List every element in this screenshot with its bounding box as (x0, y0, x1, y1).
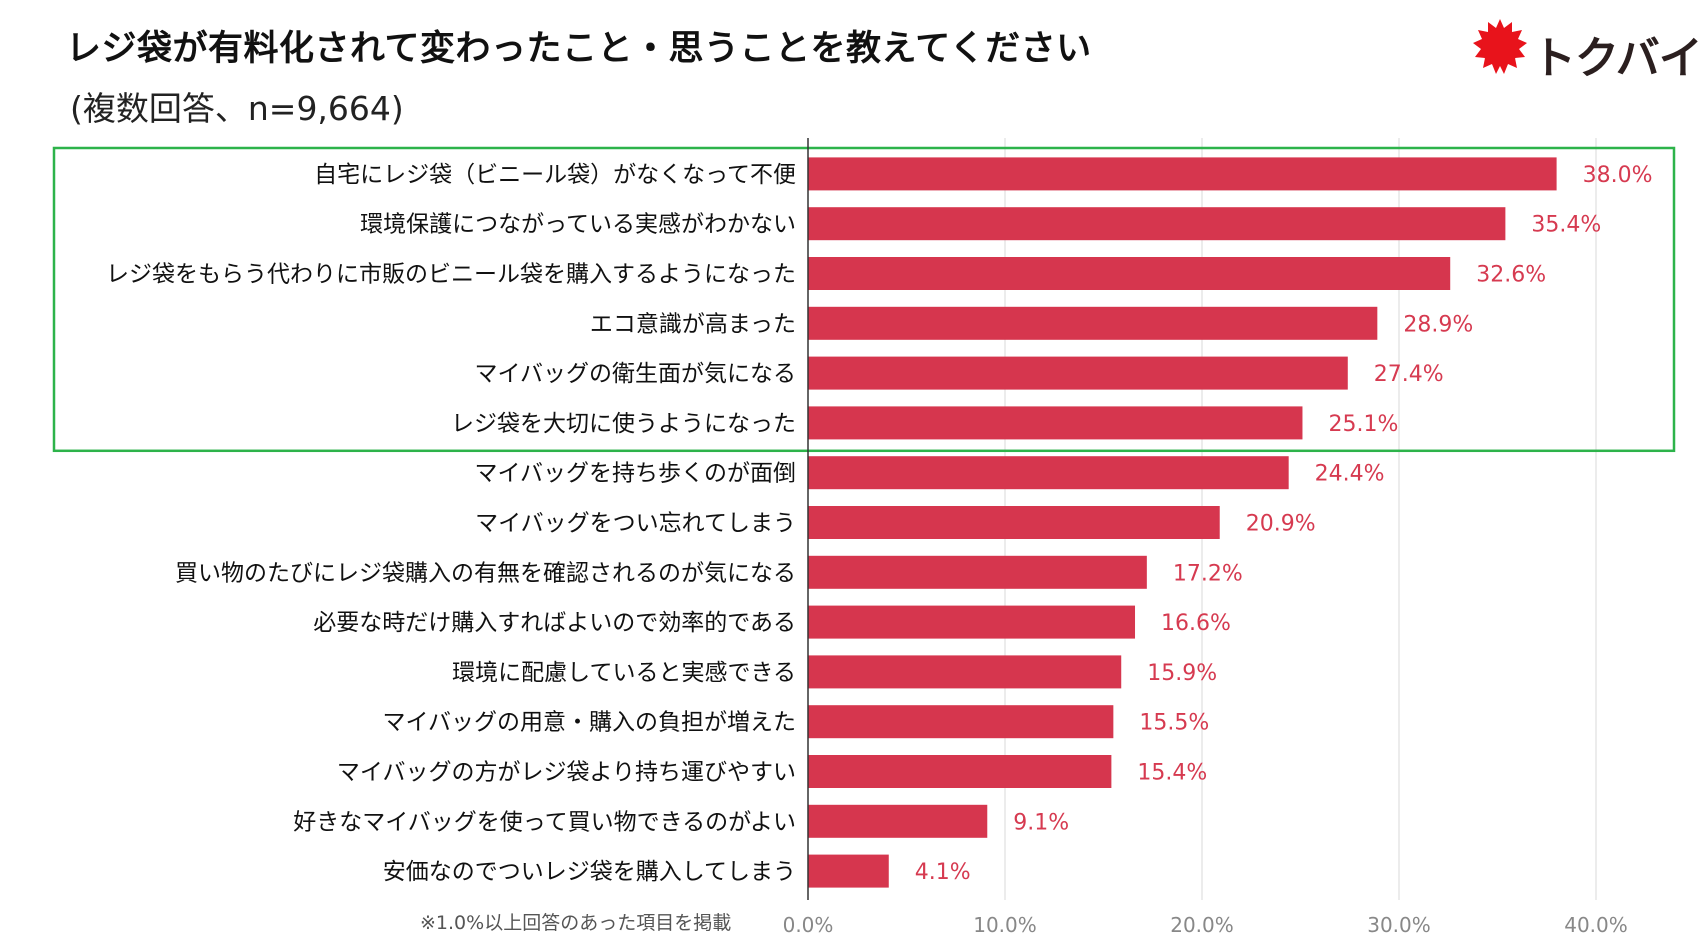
bar (808, 755, 1112, 788)
category-label: 好きなマイバッグを使って買い物できるのがよい (293, 809, 796, 835)
value-label: 17.2% (1173, 561, 1243, 586)
category-label: マイバッグの用意・購入の負担が増えた (382, 710, 796, 736)
value-label: 35.4% (1531, 213, 1601, 238)
bar (808, 406, 1303, 440)
x-tick-label: 30.0% (1367, 913, 1431, 937)
bar (808, 804, 988, 838)
x-tick-label: 20.0% (1170, 913, 1234, 937)
value-label: 4.1% (915, 860, 971, 885)
value-label: 15.5% (1139, 711, 1209, 736)
value-label: 25.1% (1328, 412, 1398, 437)
bar (808, 555, 1147, 589)
page-title: レジ袋が有料化されて変わったこと・思うことを教えてください (66, 29, 1092, 69)
value-label: 16.6% (1161, 611, 1231, 636)
footnote: ※1.0%以上回答のあった項目を掲載 (420, 912, 732, 934)
category-label: 自宅にレジ袋（ビニール袋）がなくなって不便 (314, 162, 796, 188)
bar (808, 705, 1114, 739)
category-label: エコ意識が高まった (590, 311, 796, 337)
page-subtitle: (複数回答、n=9,664) (70, 89, 404, 128)
category-label: マイバッグの衛生面が気になる (474, 361, 796, 387)
category-label: 必要な時だけ購入すればよいので効率的である (313, 610, 796, 636)
bar (808, 306, 1378, 340)
bar (808, 356, 1348, 390)
bar (808, 506, 1220, 539)
value-label: 20.9% (1246, 512, 1316, 537)
category-label: マイバッグの方がレジ袋より持ち運びやすい (337, 760, 796, 786)
tokubai-logo: トクバイ (1470, 16, 1699, 84)
value-label: 24.4% (1315, 462, 1385, 487)
x-tick-label: 40.0% (1564, 913, 1628, 937)
bar (808, 257, 1451, 290)
value-label: 28.9% (1403, 312, 1473, 337)
sun-logo-icon (1473, 19, 1527, 74)
category-label: 安価なのでついレジ袋を購入してしまう (383, 859, 796, 885)
category-label: レジ袋を大切に使うようになった (451, 411, 796, 437)
bar (808, 655, 1122, 689)
bar (808, 854, 889, 888)
x-tick-label: 0.0% (783, 913, 834, 937)
value-label: 15.4% (1137, 761, 1207, 786)
category-label: 買い物のたびにレジ袋購入の有無を確認されるのが気になる (175, 560, 796, 586)
value-label: 9.1% (1013, 810, 1069, 835)
category-label: マイバッグを持ち歩くのが面倒 (474, 461, 796, 487)
highlight-box (52, 146, 1676, 453)
value-label: 32.6% (1476, 263, 1546, 288)
bar (808, 157, 1557, 191)
logo-text: トクバイ (1532, 33, 1699, 84)
value-label: 38.0% (1583, 163, 1653, 188)
value-label: 15.9% (1147, 661, 1217, 686)
category-label: レジ袋をもらう代わりに市販のビニール袋を購入するようになった (106, 262, 796, 288)
bar (808, 456, 1289, 490)
value-label: 27.4% (1374, 362, 1444, 387)
bar (808, 605, 1136, 639)
category-label: 環境保護につながっている実感がわかない (360, 212, 796, 238)
category-label: 環境に配慮していると実感できる (452, 660, 796, 686)
category-label: マイバッグをつい忘れてしまう (475, 511, 796, 537)
x-tick-label: 10.0% (973, 913, 1037, 937)
bar (808, 207, 1506, 241)
